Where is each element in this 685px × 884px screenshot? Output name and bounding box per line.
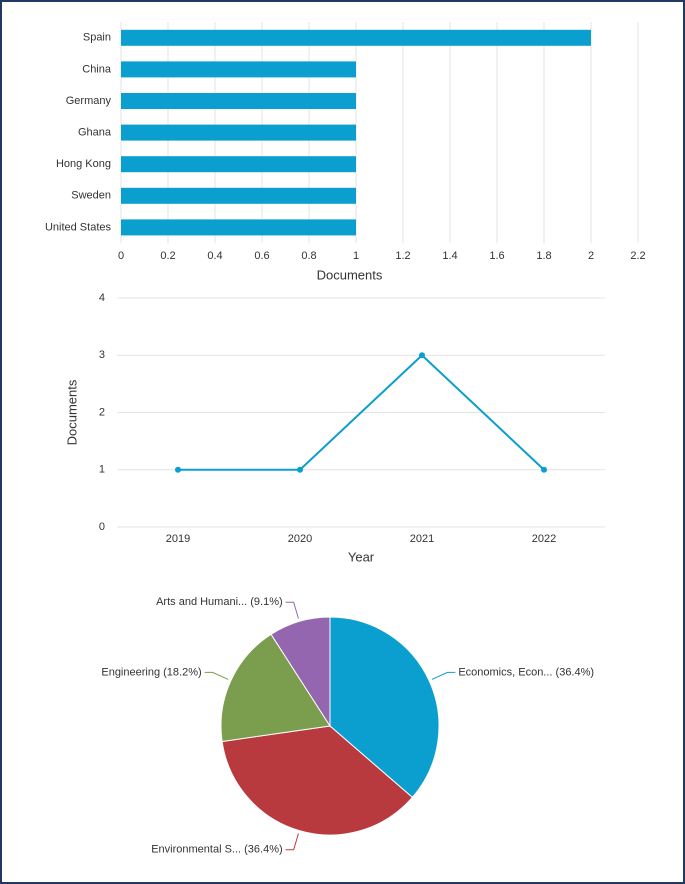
- y-tick-label: 4: [99, 292, 105, 304]
- x-tick-label: 0.6: [254, 250, 269, 262]
- x-tick-label: 1: [353, 250, 359, 262]
- y-tick-label: 2: [99, 406, 105, 418]
- bar: [121, 124, 356, 141]
- point: [297, 466, 303, 473]
- x-tick-label: 2021: [410, 533, 434, 545]
- x-tick-label: 0.8: [301, 250, 316, 262]
- leader-line: [204, 671, 229, 680]
- pie-slice: [221, 725, 414, 836]
- y-tick-label: Sweden: [71, 190, 111, 202]
- pie-label: Engineering (18.2%): [101, 666, 201, 678]
- y-tick-label: China: [82, 63, 112, 75]
- pie-slice: [220, 633, 331, 743]
- x-tick-label: 1.2: [395, 250, 410, 262]
- y-tick-label: United States: [45, 221, 112, 233]
- y-tick-label: 0: [99, 521, 105, 533]
- x-tick-label: 0.4: [207, 250, 222, 262]
- x-axis-title: Year: [348, 549, 375, 564]
- pie-label: Economics, Econ... (36.4%): [458, 666, 594, 678]
- leader-line: [431, 671, 456, 680]
- point: [175, 466, 181, 473]
- leader-line: [285, 601, 299, 619]
- y-tick-label: Spain: [83, 32, 111, 44]
- y-tick-label: 1: [99, 464, 105, 476]
- y-tick-label: Germany: [66, 95, 112, 107]
- x-tick-label: 1.8: [536, 250, 551, 262]
- bar: [121, 61, 356, 78]
- point: [419, 352, 425, 359]
- x-tick-label: 2: [588, 250, 594, 262]
- bar: [121, 156, 356, 173]
- x-tick-label: 2019: [166, 533, 190, 545]
- bar: [121, 29, 591, 46]
- y-tick-label: Ghana: [78, 127, 112, 139]
- x-tick-label: 2020: [288, 533, 312, 545]
- x-tick-label: 0: [118, 250, 124, 262]
- point: [541, 466, 547, 473]
- leader-line: [285, 833, 299, 851]
- x-tick-label: 0.2: [160, 250, 175, 262]
- pie-label: Environmental S... (36.4%): [151, 844, 282, 856]
- bar: [121, 187, 356, 204]
- pie-label: Arts and Humani... (9.1%): [156, 596, 283, 608]
- line: [178, 353, 545, 471]
- x-tick-label: 2.2: [630, 250, 645, 262]
- x-tick-label: 2022: [532, 533, 556, 545]
- y-tick-label: 3: [99, 349, 105, 361]
- pie-slice: [270, 616, 331, 728]
- y-axis-title: Documents: [64, 379, 79, 445]
- x-tick-label: 1.4: [442, 250, 457, 262]
- y-tick-label: Hong Kong: [56, 158, 111, 170]
- bar: [121, 219, 356, 236]
- x-axis-title: Documents: [317, 268, 383, 283]
- bar: [121, 93, 356, 109]
- x-tick-label: 1.6: [489, 250, 504, 262]
- pie-slice: [329, 616, 440, 799]
